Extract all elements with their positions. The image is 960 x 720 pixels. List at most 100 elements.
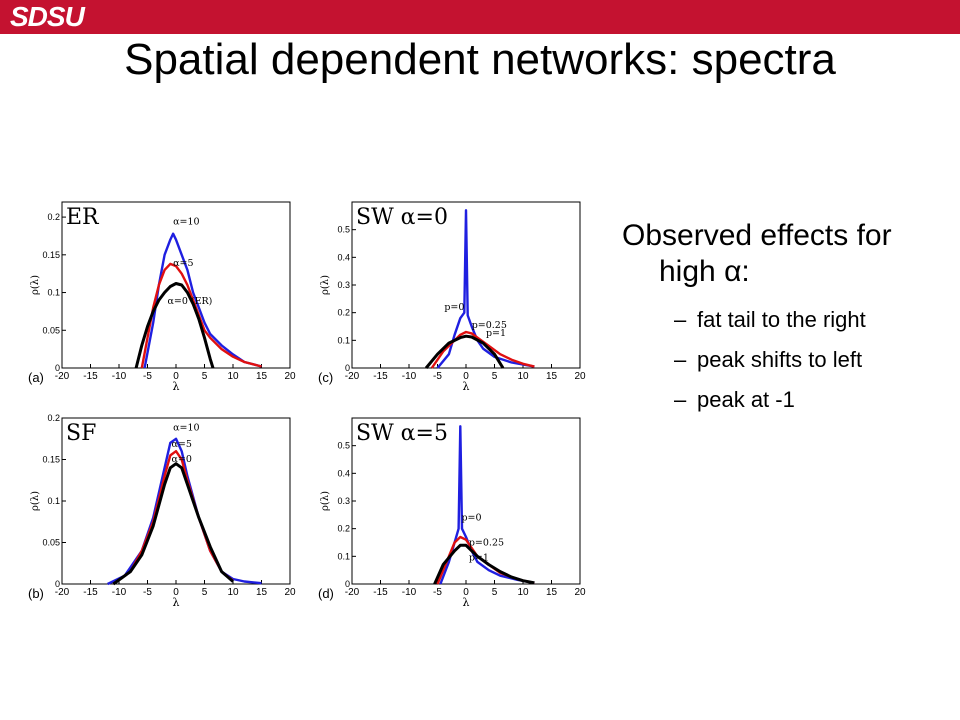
x-tick-label: -10 [402, 371, 417, 382]
y-tick-label: 0.5 [337, 225, 350, 235]
x-tick-label: 15 [546, 371, 558, 382]
chart-svg: -20 -15 -10 -5 0 5 10 15 20 0 0.05 0.1 0.15 0.2 λ ρ(λ) (… [28, 201, 296, 393]
x-axis-label: λ [173, 380, 180, 393]
series-line-1 [140, 262, 262, 369]
y-tick-label: 0.2 [47, 212, 60, 222]
x-tick-label: 5 [492, 587, 498, 598]
series-annotation: p=1 [469, 552, 489, 563]
list-item: – peak at -1 [674, 387, 795, 412]
heading-suffix: : [741, 255, 750, 288]
y-tick-label: 0.05 [42, 325, 60, 335]
series-line-2 [134, 282, 215, 369]
y-tick-label: 0 [345, 363, 350, 373]
chart-svg: -20 -15 -10 -5 0 5 10 15 20 0 0.05 0.1 0.15 0.2 λ ρ(λ) (… [28, 413, 296, 609]
heading-prefix: Observed effects for high [622, 219, 892, 288]
x-tick-label: -5 [143, 371, 152, 382]
series-annotation: α=5 [171, 439, 191, 450]
x-tick-label: 20 [284, 587, 296, 598]
series-annotation: α=0 [171, 454, 191, 465]
x-tick-label: -15 [83, 371, 98, 382]
y-tick-label: 0 [55, 579, 60, 589]
panel-title: SW α=5 [356, 421, 448, 446]
sdsu-logo: SDSU [10, 3, 130, 31]
observations-list: – fat tail to the right – peak shifts to l… [622, 300, 952, 420]
y-tick-label: 0.15 [42, 455, 60, 465]
slide-title: Spatial dependent networks: spectra [124, 35, 836, 84]
series-annotation: α=5 [173, 258, 193, 269]
panel-letter: (b) [28, 586, 44, 601]
x-tick-label: 5 [202, 587, 208, 598]
y-tick-label: 0.3 [337, 280, 350, 290]
header-bar: SDSU [0, 0, 960, 34]
series-annotation: p=0 [444, 302, 464, 313]
observations-heading: Observed effects for high α: [622, 218, 952, 290]
y-tick-label: 0.4 [337, 252, 350, 262]
x-tick-label: -5 [433, 371, 442, 382]
x-tick-label: 5 [202, 371, 208, 382]
chart-svg: -20 -15 -10 -5 0 5 10 15 20 0 0.1 0.2 0.3 0.4 0.5 λ ρ(λ)… [318, 417, 586, 609]
y-tick-label: 0.15 [42, 250, 60, 260]
x-tick-label: -15 [373, 587, 388, 598]
panel-letter: (d) [318, 586, 334, 601]
x-tick-label: 0 [463, 371, 469, 382]
chart-panel-sw-alpha0: -20 -15 -10 -5 0 5 10 15 20 0 0.1 0.2 0.3 0.4 0.5 λ ρ(λ)… [318, 196, 588, 401]
x-tick-label: -5 [433, 587, 442, 598]
series-annotation: p=0.25 [469, 537, 504, 548]
panel-title: ER [66, 205, 100, 230]
x-tick-label: -10 [112, 587, 127, 598]
x-tick-label: -20 [55, 371, 70, 382]
x-tick-label: 10 [227, 587, 239, 598]
plot-frame [61, 417, 291, 585]
x-tick-label: 0 [173, 587, 179, 598]
y-axis-label: ρ(λ) [30, 275, 41, 295]
y-tick-label: 0.3 [337, 496, 350, 506]
panel-letter: (a) [28, 370, 44, 385]
series-line-2 [112, 462, 234, 586]
y-axis-label: ρ(λ) [30, 491, 41, 511]
y-tick-label: 0.1 [337, 551, 350, 561]
x-tick-label: 15 [546, 587, 558, 598]
x-tick-label: -20 [345, 587, 360, 598]
x-tick-label: 5 [492, 371, 498, 382]
observations-text: Observed effects for high α: – fat tail t… [622, 218, 952, 420]
y-tick-label: 0.05 [42, 538, 60, 548]
plot-frame [351, 417, 581, 585]
x-tick-label: -20 [55, 587, 70, 598]
series-annotation: α=0 (ER) [167, 296, 212, 307]
x-tick-label: 10 [517, 371, 529, 382]
x-tick-label: 20 [574, 587, 586, 598]
panel-letter: (c) [318, 370, 333, 385]
x-tick-label: -20 [345, 371, 360, 382]
panel-title: SF [66, 421, 96, 446]
y-tick-label: 0.2 [337, 308, 350, 318]
x-tick-label: -15 [83, 587, 98, 598]
y-axis-label: ρ(λ) [320, 275, 331, 295]
series-line-2 [433, 543, 535, 585]
series-annotation: α=10 [173, 422, 199, 433]
series-line-2 [424, 334, 505, 369]
y-tick-label: 0.5 [337, 441, 350, 451]
panel-title: SW α=0 [356, 205, 448, 230]
chart-panel-sf: -20 -15 -10 -5 0 5 10 15 20 0 0.05 0.1 0.15 0.2 λ ρ(λ) (… [28, 412, 298, 617]
x-tick-label: 20 [284, 371, 296, 382]
x-tick-label: 15 [256, 587, 268, 598]
series-annotation: p=1 [486, 328, 506, 339]
y-tick-label: 0.1 [47, 496, 60, 506]
x-tick-label: 10 [227, 371, 239, 382]
chart-svg: -20 -15 -10 -5 0 5 10 15 20 0 0.1 0.2 0.3 0.4 0.5 λ ρ(λ)… [318, 201, 586, 393]
y-tick-label: 0 [345, 579, 350, 589]
y-tick-label: 0.2 [47, 413, 60, 423]
x-tick-label: -10 [402, 587, 417, 598]
x-tick-label: 0 [463, 587, 469, 598]
x-tick-label: -15 [373, 371, 388, 382]
y-tick-label: 0.1 [47, 288, 60, 298]
x-tick-label: -10 [112, 371, 127, 382]
x-axis-label: λ [463, 596, 470, 609]
series-annotation: p=0 [461, 512, 481, 523]
series-annotation: p=0.25 [472, 320, 507, 331]
y-tick-label: 0.1 [337, 335, 350, 345]
list-item: – fat tail to the right [674, 307, 866, 332]
x-tick-label: 10 [517, 587, 529, 598]
chart-panel-er: -20 -15 -10 -5 0 5 10 15 20 0 0.05 0.1 0.15 0.2 λ ρ(λ) (… [28, 196, 298, 401]
y-tick-label: 0.2 [337, 524, 350, 534]
